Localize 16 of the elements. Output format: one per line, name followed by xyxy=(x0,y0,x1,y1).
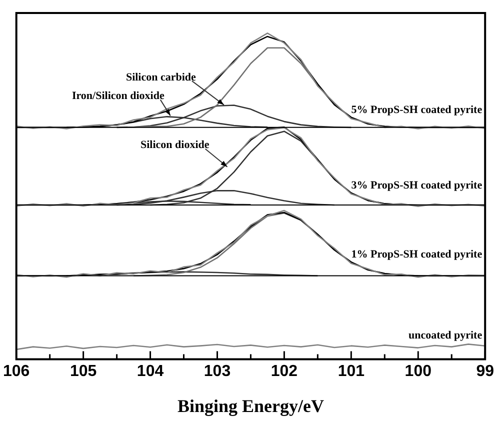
x-tick-label: 106 xyxy=(2,363,30,380)
x-axis-title: Binging Energy/eV xyxy=(177,396,324,416)
x-tick-label: 103 xyxy=(204,363,231,380)
annotation: Iron/Silicon dioxide xyxy=(72,90,164,102)
series-label: uncoated pyrite xyxy=(408,330,482,342)
series-label: 3% PropS-SH coated pyrite xyxy=(351,179,482,192)
annotation: Silicon carbide xyxy=(126,71,196,84)
x-tick-label: 104 xyxy=(136,363,164,380)
x-tick-label: 101 xyxy=(338,363,365,380)
series-label: 5% PropS-SH coated pyrite xyxy=(351,104,482,116)
x-tick-label: 105 xyxy=(70,363,97,380)
x-tick-label: 100 xyxy=(404,363,432,380)
annotation: Silicon dioxide xyxy=(140,139,210,152)
x-tick-label: 99 xyxy=(476,363,494,380)
series-label: 1% PropS-SH coated pyrite xyxy=(351,248,482,261)
x-tick-label: 102 xyxy=(270,363,298,380)
